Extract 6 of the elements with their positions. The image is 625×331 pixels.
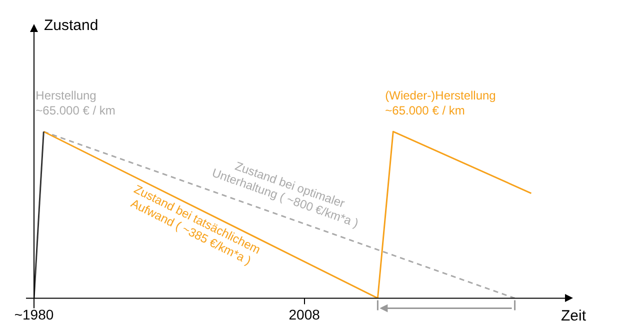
x-tick-label: 2008 bbox=[288, 306, 320, 322]
x-tick-label: ~1980 bbox=[14, 306, 54, 322]
x-axis-title: Zeit bbox=[561, 307, 587, 324]
annotation: (Wieder-)Herstellung ~65.000 € / km bbox=[385, 88, 496, 118]
annotation: Herstellung ~65.000 € / km bbox=[36, 88, 116, 118]
text: Zustand bbox=[44, 17, 98, 34]
